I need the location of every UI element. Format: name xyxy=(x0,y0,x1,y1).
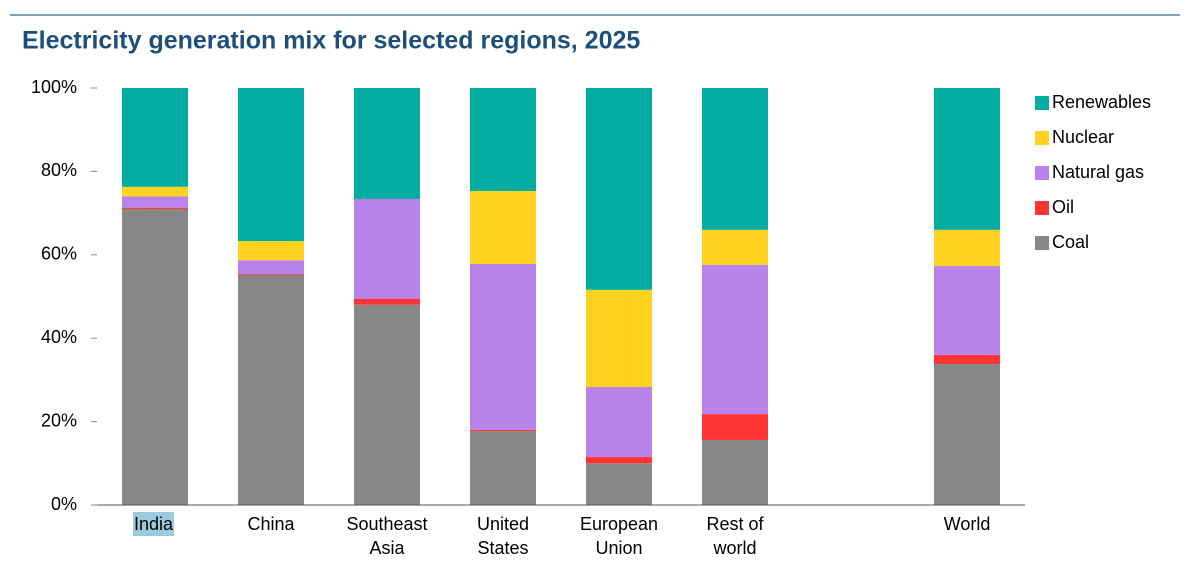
y-tick-label: 0% xyxy=(51,494,77,514)
bar-segment xyxy=(470,190,536,264)
bar-segment xyxy=(702,88,768,230)
legend-label: Nuclear xyxy=(1052,127,1114,147)
bar-segment xyxy=(122,196,188,208)
bar-segment xyxy=(934,364,1000,505)
bar-segment xyxy=(470,88,536,191)
y-tick-label: 80% xyxy=(41,160,77,180)
legend-label: Oil xyxy=(1052,197,1074,217)
x-tick-label: European Union xyxy=(579,514,659,558)
bar-segment xyxy=(238,260,304,274)
legend-swatch xyxy=(1035,96,1049,110)
bar-segment xyxy=(354,198,420,300)
bar-segment xyxy=(586,88,652,290)
bar-segment xyxy=(702,229,768,265)
bar-segment xyxy=(122,207,188,209)
x-tick-label: Rest of world xyxy=(706,514,764,558)
bar-segment xyxy=(586,463,652,505)
chart-title: Electricity generation mix for selected … xyxy=(22,27,640,55)
bar-segment xyxy=(934,88,1000,230)
x-tick-label: China xyxy=(247,514,295,534)
x-tick-label: United States xyxy=(476,514,530,558)
y-tick-label: 60% xyxy=(41,244,77,264)
legend-label: Coal xyxy=(1052,232,1089,252)
bar-segment xyxy=(122,186,188,197)
bar-segment xyxy=(702,439,768,505)
legend-swatch xyxy=(1035,236,1049,250)
legend-swatch xyxy=(1035,166,1049,180)
x-tick-label: India xyxy=(133,512,175,536)
bar-segment xyxy=(238,274,304,505)
bar-segment xyxy=(702,264,768,415)
bar-segment xyxy=(122,208,188,505)
bar-segment xyxy=(934,354,1000,365)
legend-swatch xyxy=(1035,201,1049,215)
bar-segment xyxy=(470,429,536,432)
y-tick-label: 40% xyxy=(41,327,77,347)
bar-segment xyxy=(586,457,652,464)
bar-segment xyxy=(238,88,304,242)
legend-label: Natural gas xyxy=(1052,162,1144,182)
x-tick-label: World xyxy=(943,514,991,534)
bar-segment xyxy=(238,273,304,275)
legend-swatch xyxy=(1035,131,1049,145)
legend-label: Renewables xyxy=(1052,92,1151,112)
bar-segment xyxy=(354,304,420,505)
bar-segment xyxy=(354,299,420,305)
bar-segment xyxy=(238,241,304,261)
x-tick-label: Southeast Asia xyxy=(346,514,428,558)
bar-segment xyxy=(586,386,652,458)
y-tick-label: 20% xyxy=(41,410,77,430)
bar-segment xyxy=(470,263,536,430)
bar-segment xyxy=(702,414,768,440)
bar-segment xyxy=(354,88,420,199)
bar-segment xyxy=(934,229,1000,267)
bar-segment xyxy=(470,431,536,505)
bar-segment xyxy=(122,88,188,187)
bar-segment xyxy=(586,289,652,387)
y-tick-label: 100% xyxy=(31,77,77,97)
bar-segment xyxy=(934,266,1000,355)
